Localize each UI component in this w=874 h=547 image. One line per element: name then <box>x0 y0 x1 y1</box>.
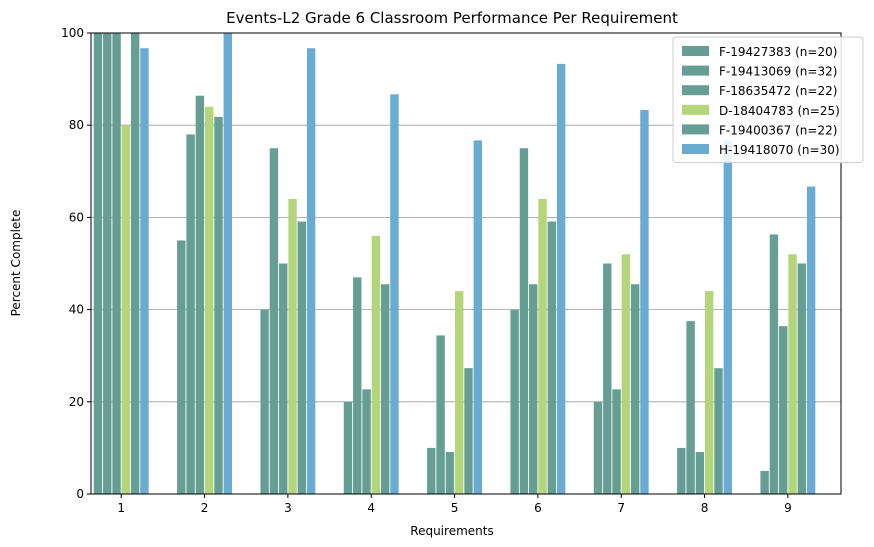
legend-box <box>672 36 864 164</box>
bar-req3-series2 <box>269 148 279 494</box>
bar-req5-series1 <box>427 447 436 494</box>
legend-swatch <box>682 46 709 56</box>
x-tick-label: 9 <box>784 501 792 515</box>
bar-req4-series4 <box>371 235 381 494</box>
x-tick-label: 7 <box>617 501 625 515</box>
bar-req1-series3 <box>112 33 121 494</box>
x-axis-title: Requirements <box>410 524 493 538</box>
bar-req7-series6 <box>640 109 649 494</box>
bar-req6-series2 <box>519 148 529 494</box>
plot-frame <box>90 32 842 495</box>
bar-req1-series1 <box>93 33 103 494</box>
legend-swatch <box>682 85 709 96</box>
bar-req4-series6 <box>390 94 399 495</box>
legend-label: F-19400367 (n=22) <box>719 123 837 137</box>
y-axis-ticks: 0 20 40 60 80 100 <box>61 26 91 501</box>
x-tick-label: 3 <box>284 501 292 515</box>
bar-req5-series3 <box>445 452 455 494</box>
bar-req7-series3 <box>612 389 621 494</box>
y-tick-label: 20 <box>69 395 84 409</box>
bar-req9-series2 <box>769 234 779 494</box>
bar-req3-series6 <box>306 48 316 494</box>
legend-swatch <box>682 104 709 115</box>
bar-req4-series5 <box>380 284 390 494</box>
x-tick-label: 5 <box>451 501 459 515</box>
legend-label: H-19418070 (n=30) <box>719 143 840 157</box>
bar-req2-series5 <box>214 116 223 494</box>
bar-req5-series5 <box>464 368 473 494</box>
bar-req7-series1 <box>593 401 603 494</box>
bar-req3-series5 <box>297 221 307 494</box>
bar-req1-series2 <box>103 33 112 494</box>
bar-req9-series4 <box>788 254 797 494</box>
bar-req1-series4 <box>121 125 131 494</box>
bar-req9-series3 <box>779 326 788 494</box>
bar-req6-series3 <box>529 284 538 494</box>
bar-req8-series4 <box>705 291 714 494</box>
legend-swatch <box>682 65 709 76</box>
x-tick-label: 4 <box>367 501 375 515</box>
bar-req8-series1 <box>677 447 686 494</box>
legend-swatch <box>682 144 709 154</box>
bar-req2-series6 <box>223 33 232 494</box>
bar-req2-series2 <box>186 134 195 495</box>
legend-label: F-19413069 (n=32) <box>719 65 837 79</box>
x-tick-label: 8 <box>701 501 709 515</box>
legend-label: F-18635472 (n=22) <box>719 84 837 98</box>
y-tick-label: 80 <box>69 118 84 132</box>
x-tick-label: 1 <box>117 501 125 515</box>
bar-req2-series1 <box>177 240 186 494</box>
y-tick-label: 100 <box>61 26 84 40</box>
x-tick-label: 6 <box>534 501 542 515</box>
legend-label: F-19427383 (n=20) <box>719 45 837 59</box>
bar-req9-series5 <box>797 263 807 494</box>
bar-req8-series6 <box>723 140 732 494</box>
bar-req1-series6 <box>140 48 149 494</box>
bar-req5-series4 <box>455 291 464 494</box>
legend: F-19427383 (n=20) F-19413069 (n=32) F-1863… <box>672 36 864 164</box>
bar-req7-series2 <box>603 263 612 494</box>
chart-title: Events-L2 Grade 6 Classroom Performance … <box>226 9 678 27</box>
bar-req2-series4 <box>205 106 214 494</box>
legend-label: D-18404783 (n=25) <box>719 104 840 118</box>
y-axis-title: Percent Complete <box>9 210 23 317</box>
bar-req6-series4 <box>538 198 547 494</box>
bar-req2-series3 <box>195 95 205 495</box>
y-tick-label: 0 <box>76 487 84 501</box>
bars <box>93 33 816 495</box>
bar-req9-series1 <box>760 470 769 494</box>
bar-req6-series1 <box>510 309 519 494</box>
bar-req7-series4 <box>621 254 631 494</box>
bar-req9-series6 <box>806 186 816 494</box>
bar-req7-series5 <box>630 284 640 494</box>
y-tick-label: 60 <box>69 210 84 224</box>
y-tick-label: 40 <box>69 303 84 317</box>
legend-swatch <box>682 124 709 135</box>
x-tick-label: 2 <box>201 501 209 515</box>
bar-req3-series3 <box>279 263 288 494</box>
bar-req5-series2 <box>436 335 445 494</box>
bar-req5-series6 <box>473 140 482 494</box>
bar-req4-series2 <box>353 277 362 494</box>
x-axis-ticks: 1 2 3 4 5 6 7 8 9 <box>117 494 792 515</box>
bar-req3-series1 <box>260 309 269 494</box>
bar-req4-series3 <box>362 389 371 494</box>
bar-req8-series5 <box>714 368 723 494</box>
bar-req8-series2 <box>686 321 695 494</box>
bar-req4-series1 <box>343 401 353 494</box>
bar-req8-series3 <box>695 452 705 494</box>
bar-req1-series5 <box>130 33 140 494</box>
bar-req6-series5 <box>547 221 557 494</box>
bar-req6-series6 <box>556 63 566 495</box>
bar-req3-series4 <box>288 198 297 494</box>
